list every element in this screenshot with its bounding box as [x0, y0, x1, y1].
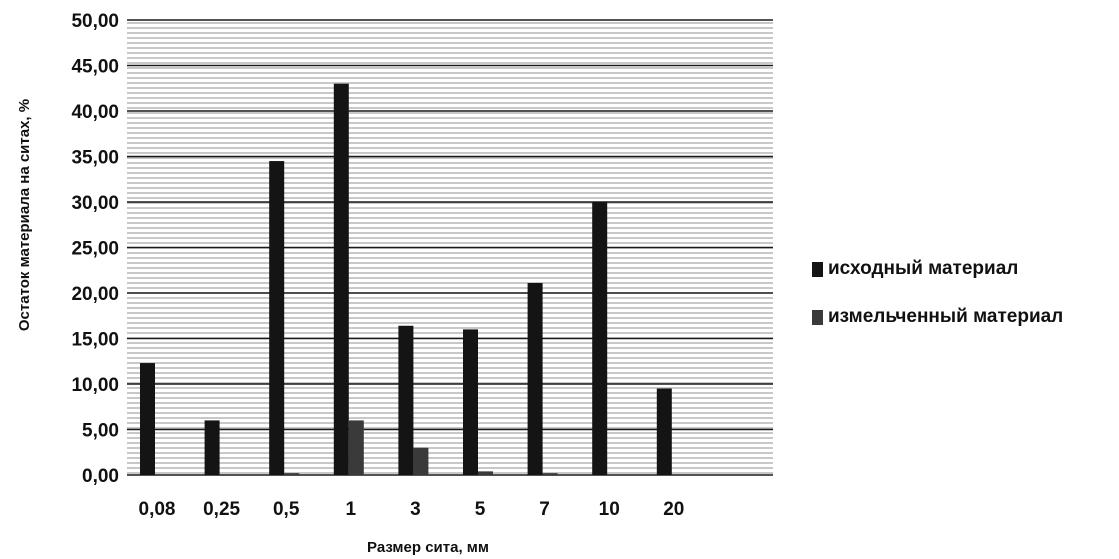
x-tick-label: 10	[599, 499, 620, 520]
y-tick-label: 30,00	[71, 193, 119, 214]
y-tick-label: 5,00	[82, 421, 119, 442]
x-tick-label: 0,25	[203, 499, 240, 520]
x-tick-label: 0,08	[139, 499, 176, 520]
y-tick-labels: 0,00 5,00 10,00 15,00 20,00 25,00 30,00 35,00 40…	[71, 11, 119, 487]
chart-bars	[140, 83, 672, 476]
x-tick-label: 3	[410, 499, 421, 520]
bar-ground-4	[413, 447, 429, 475]
bar-ground-2	[284, 473, 300, 475]
x-tick-label: 0,5	[273, 499, 300, 520]
bar-original-0	[140, 363, 155, 475]
y-tick-label: 15,00	[71, 330, 119, 351]
y-tick-label: 0,00	[82, 466, 119, 487]
bar-original-8	[656, 388, 672, 475]
x-tick-label: 20	[663, 499, 684, 520]
legend-item-original: исходный материал	[812, 256, 1063, 282]
x-tick-label: 7	[539, 499, 550, 520]
legend-label-ground: измельченный материал	[828, 306, 1064, 327]
y-tick-label: 10,00	[71, 375, 119, 396]
bar-ground-6	[542, 473, 558, 475]
legend-label-original: исходный материал	[828, 258, 1019, 279]
y-tick-label: 20,00	[71, 284, 119, 305]
chart-grid	[127, 19, 773, 476]
bar-original-5	[463, 329, 478, 475]
bar-original-7	[592, 202, 608, 475]
bar-ground-5	[478, 471, 493, 475]
y-tick-label: 45,00	[71, 57, 119, 78]
x-axis-title: Размер сита, мм	[367, 539, 489, 556]
bar-original-2	[269, 161, 285, 476]
y-tick-label: 25,00	[71, 239, 119, 260]
x-tick-label: 1	[346, 499, 357, 520]
legend-item-ground: измельченный материал	[812, 304, 1063, 330]
chart-legend: исходный материал измельченный материал	[812, 256, 1063, 352]
bar-original-6	[527, 282, 543, 475]
x-tick-labels: 0,08 0,25 0,5 1 3 5 7 10 20	[139, 499, 685, 520]
bar-original-3	[333, 83, 349, 475]
bar-original-4	[398, 325, 414, 475]
bar-original-1	[204, 420, 220, 475]
y-tick-label: 50,00	[71, 11, 119, 32]
y-tick-label: 40,00	[71, 102, 119, 123]
y-axis-title: Остаток материала на ситах, %	[16, 99, 33, 331]
bar-ground-3	[348, 420, 364, 475]
legend-swatch-original	[812, 261, 823, 277]
legend-swatch-ground	[812, 309, 823, 325]
x-tick-label: 5	[475, 499, 486, 520]
y-tick-label: 35,00	[71, 148, 119, 169]
